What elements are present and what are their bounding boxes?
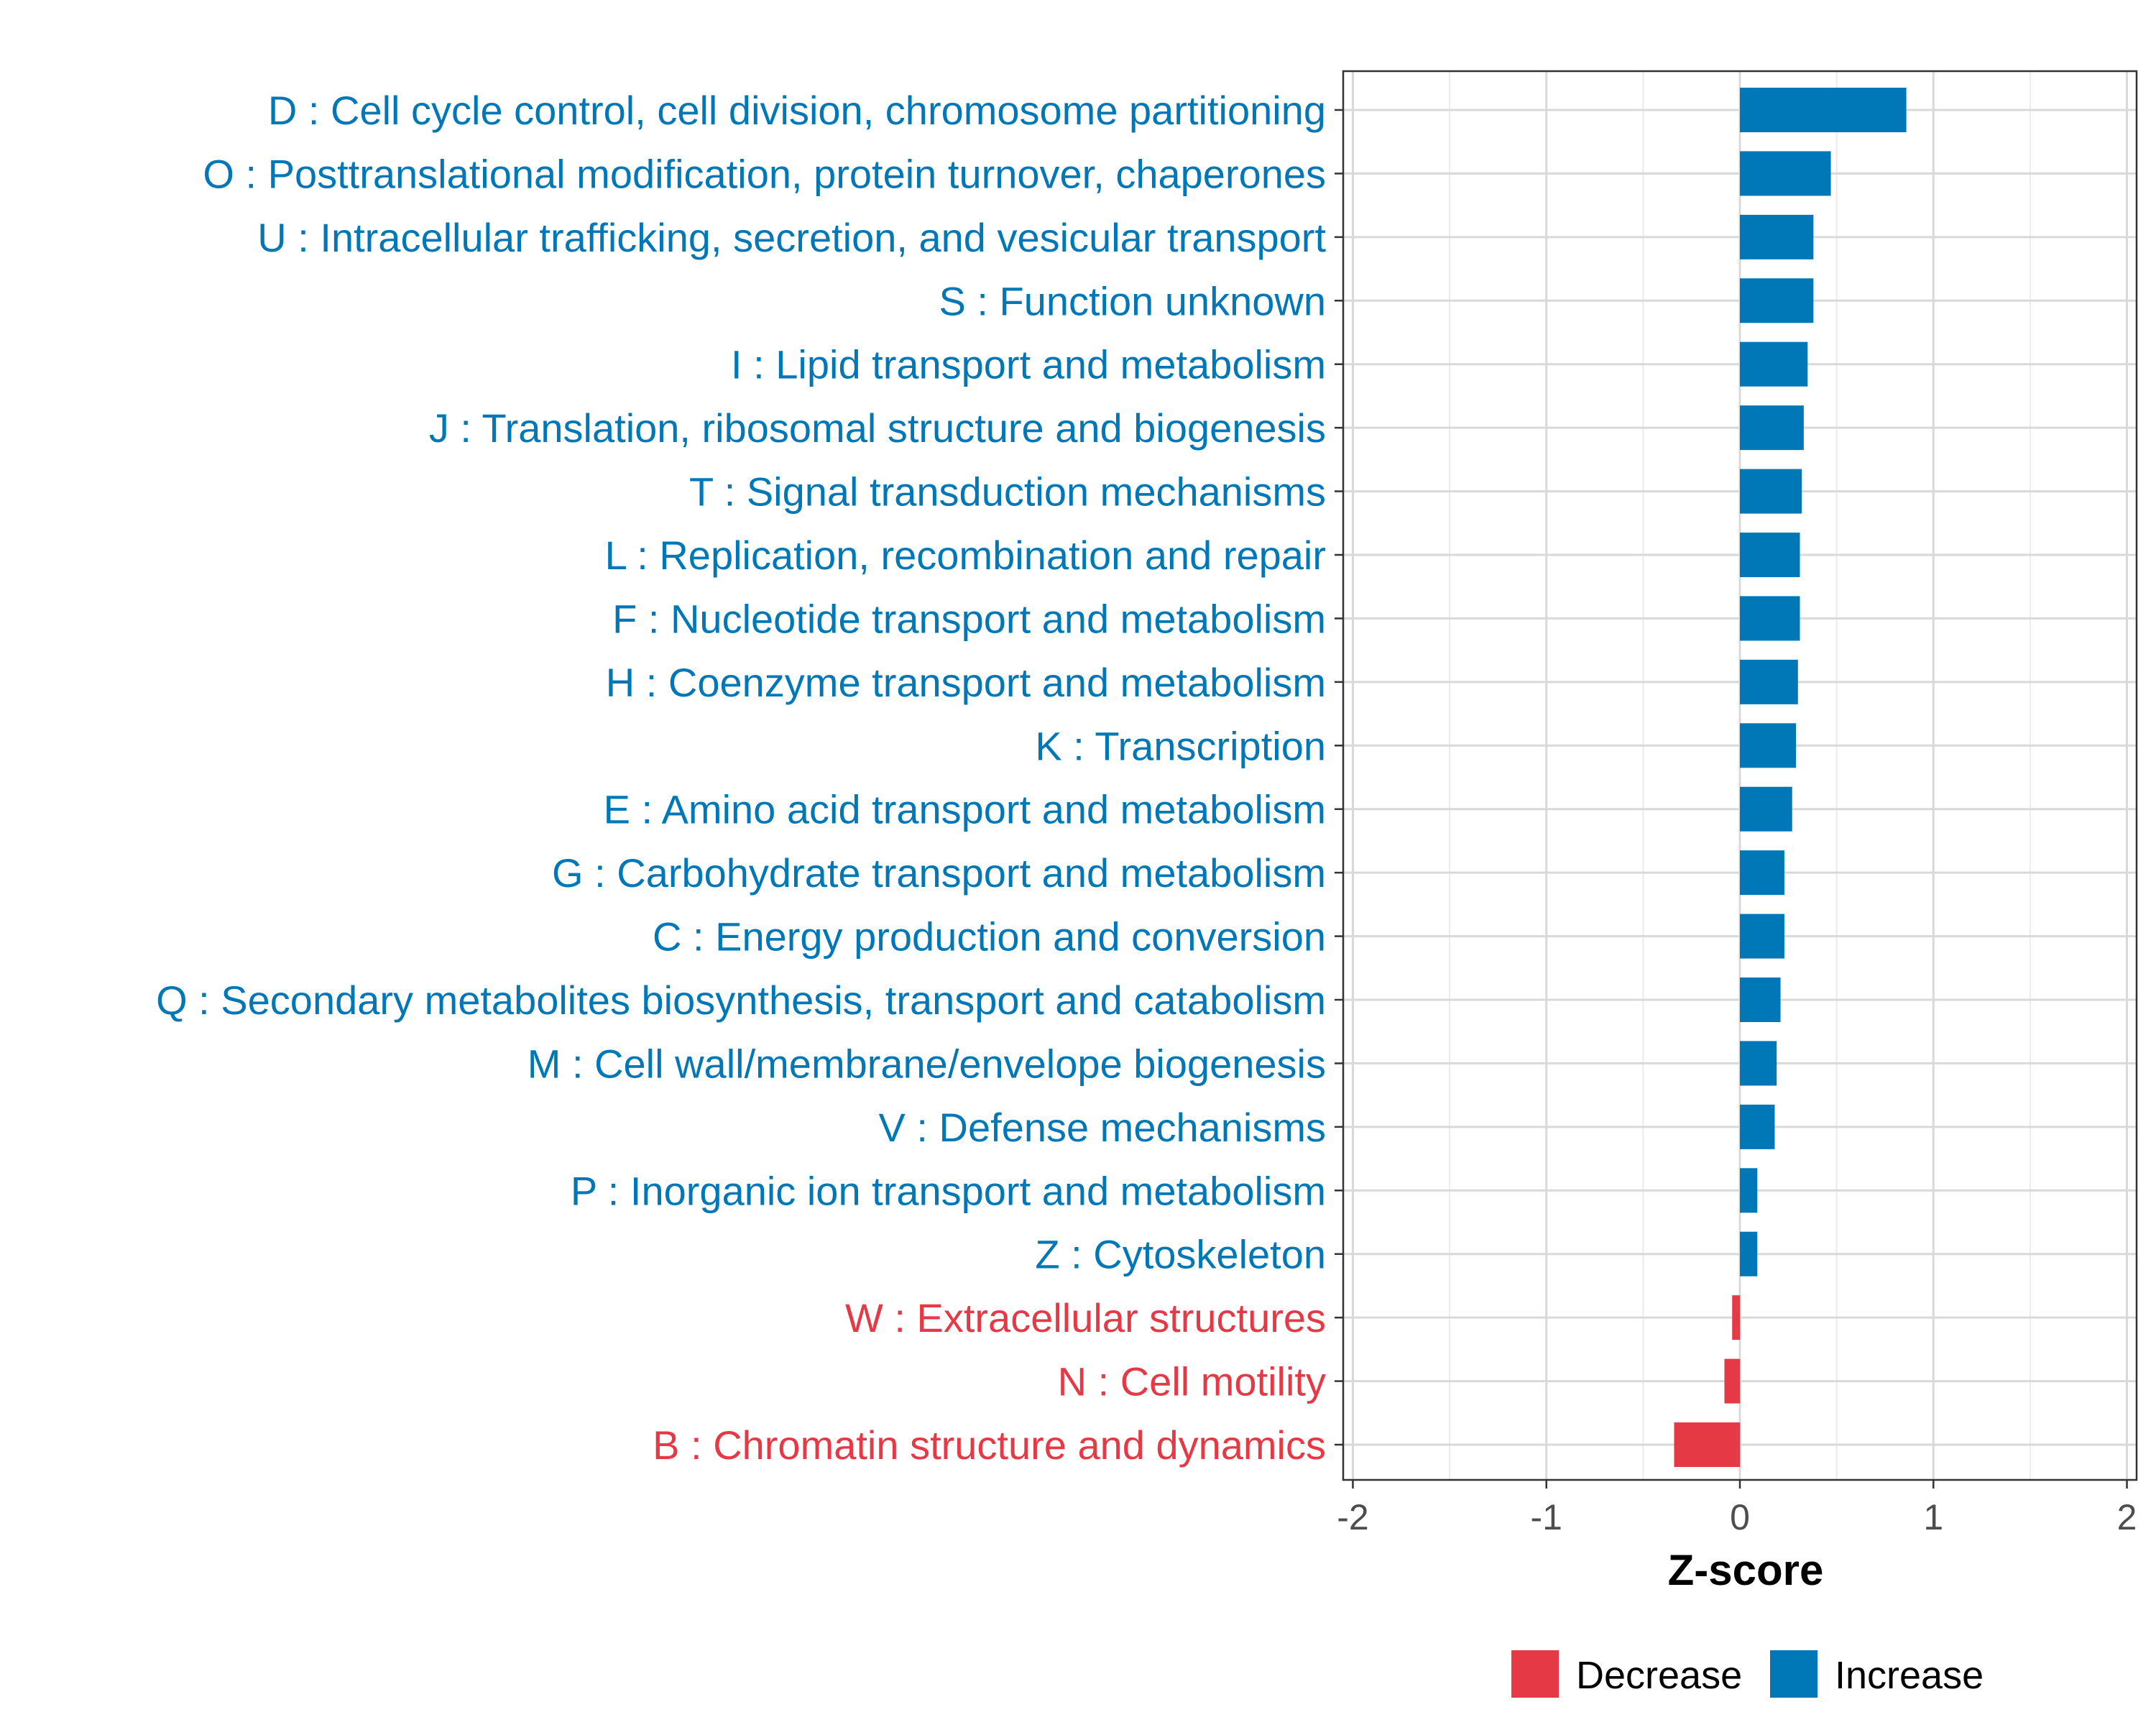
bar-0 (1740, 88, 1907, 132)
bar-16 (1740, 1104, 1775, 1149)
bar-13 (1740, 914, 1784, 959)
y-tick-label: B : Chromatin structure and dynamics (653, 1422, 1326, 1468)
x-tick-label: 0 (1730, 1497, 1750, 1537)
x-axis-title: Z-score (1668, 1546, 1824, 1594)
x-tick-label: -2 (1337, 1497, 1368, 1537)
bar-8 (1740, 596, 1800, 641)
bar-2 (1740, 214, 1814, 259)
y-tick-label: I : Lipid transport and metabolism (731, 342, 1326, 387)
bars (1674, 88, 1907, 1467)
y-tick-label: H : Coenzyme transport and metabolism (606, 660, 1326, 705)
y-tick-label: P : Inorganic ion transport and metaboli… (571, 1168, 1326, 1213)
bar-19 (1732, 1295, 1740, 1340)
bar-15 (1740, 1041, 1777, 1086)
bar-20 (1724, 1358, 1740, 1404)
bar-21 (1674, 1422, 1740, 1467)
legend: Decrease Increase (1511, 1650, 1984, 1698)
bar-11 (1740, 786, 1792, 832)
y-tick-label: G : Carbohydrate transport and metabolis… (552, 850, 1326, 896)
y-tick-label: Z : Cytoskeleton (1035, 1232, 1326, 1277)
y-tick-label: U : Intracellular trafficking, secretion… (257, 215, 1326, 260)
y-tick-label: E : Amino acid transport and metabolism (604, 787, 1326, 832)
y-tick-label: O : Posttranslational modification, prot… (203, 151, 1326, 196)
bar-10 (1740, 723, 1797, 768)
y-axis-labels: D : Cell cycle control, cell division, c… (156, 88, 1343, 1468)
y-tick-label: N : Cell motility (1058, 1359, 1326, 1404)
bar-17 (1740, 1168, 1758, 1213)
legend-label: Decrease (1576, 1654, 1742, 1697)
y-tick-label: C : Energy production and conversion (653, 914, 1326, 960)
y-tick-label: J : Translation, ribosomal structure and… (429, 405, 1326, 451)
x-axis: -2 -1 0 1 2 (1337, 1480, 2137, 1537)
bar-3 (1740, 278, 1814, 323)
y-tick-label: F : Nucleotide transport and metabolism (612, 596, 1326, 641)
bar-14 (1740, 978, 1781, 1022)
bar-5 (1740, 405, 1804, 451)
y-tick-label: Q : Secondary metabolites biosynthesis, … (156, 978, 1326, 1023)
x-tick-label: 1 (1923, 1497, 1943, 1537)
y-tick-label: T : Signal transduction mechanisms (689, 469, 1326, 515)
y-tick-label: V : Defense mechanisms (879, 1105, 1326, 1150)
legend-label: Increase (1835, 1654, 1984, 1697)
legend-key-increase (1770, 1650, 1818, 1698)
y-tick-label: L : Replication, recombination and repai… (605, 533, 1326, 578)
y-tick-label: K : Transcription (1035, 723, 1326, 768)
x-tick-label: -1 (1530, 1497, 1562, 1537)
bar-12 (1740, 850, 1784, 896)
bar-4 (1740, 341, 1808, 387)
x-tick-label: 2 (2117, 1497, 2137, 1537)
y-tick-label: S : Function unknown (939, 278, 1326, 323)
bar-6 (1740, 469, 1802, 514)
bar-7 (1740, 533, 1800, 577)
y-tick-label: W : Extracellular structures (845, 1295, 1326, 1340)
legend-key-decrease (1511, 1650, 1559, 1698)
bar-1 (1740, 151, 1831, 196)
y-tick-label: D : Cell cycle control, cell division, c… (268, 88, 1326, 133)
y-tick-label: M : Cell wall/membrane/envelope biogenes… (528, 1041, 1326, 1086)
bar-9 (1740, 659, 1798, 704)
bar-18 (1740, 1231, 1758, 1276)
